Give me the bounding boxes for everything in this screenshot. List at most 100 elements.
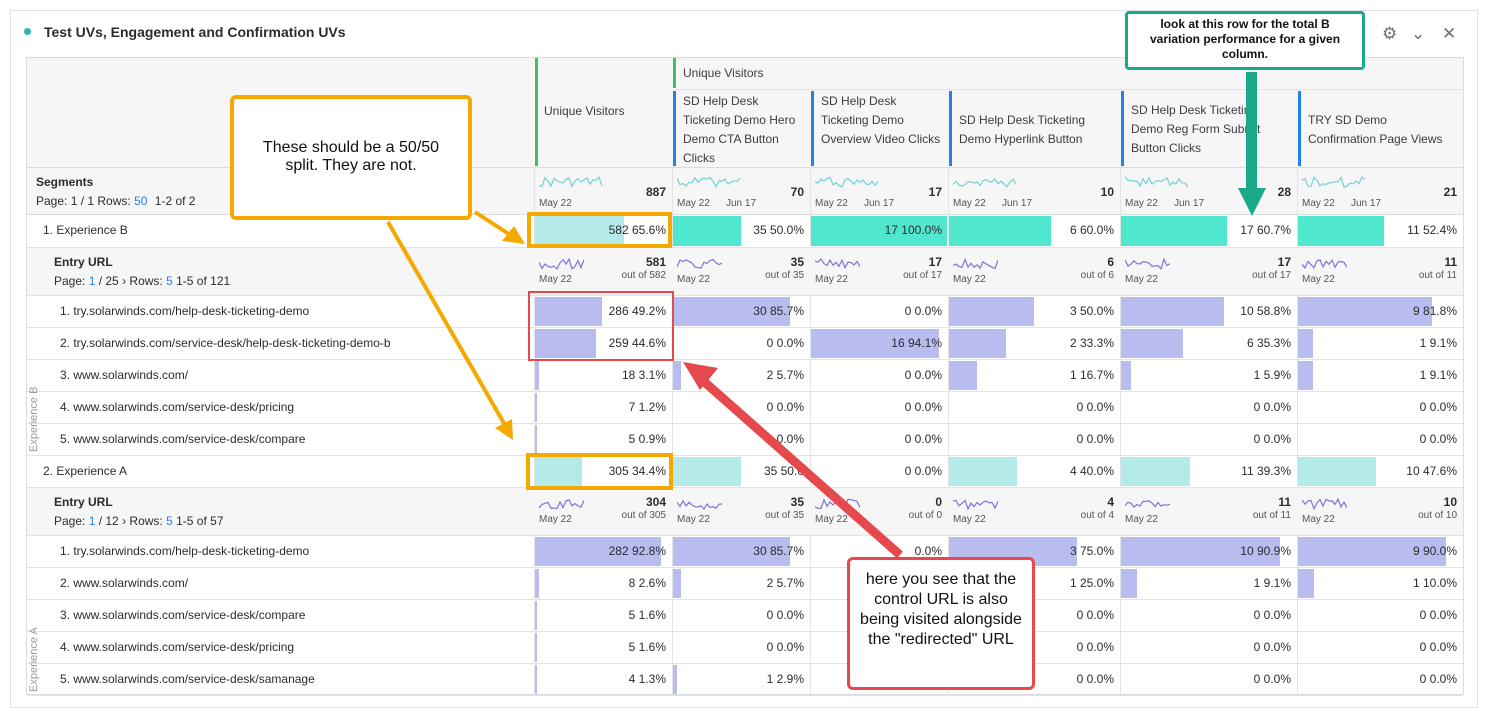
table-row[interactable] (27, 664, 1463, 696)
rows-selector[interactable]: 50 (134, 194, 148, 208)
metric-cell[interactable]: 6 60.0% (1069, 223, 1114, 237)
row-label[interactable]: 1. try.solarwinds.com/help-desk-ticketin… (60, 304, 310, 318)
metric-cell[interactable]: 0 0.0% (1076, 432, 1114, 446)
metric-cell[interactable]: 305 34.4% (608, 464, 666, 478)
metric-cell[interactable]: 2 5.7% (766, 368, 804, 382)
table-row[interactable] (27, 215, 1463, 248)
metric-cell[interactable]: 2 5.7% (766, 576, 804, 590)
metric-cell[interactable]: 0 0.0% (1419, 432, 1457, 446)
table-row[interactable] (27, 328, 1463, 360)
row-label[interactable]: 3. www.solarwinds.com/service-desk/compa… (60, 608, 306, 622)
metric-cell[interactable]: 0 0.0% (904, 400, 942, 414)
column-group-header[interactable]: Unique Visitors (683, 66, 764, 80)
metric-cell[interactable]: 1 9.1% (1253, 576, 1291, 590)
metric-cell[interactable]: 286 49.2% (608, 304, 666, 318)
metric-cell[interactable]: 16 94.1% (891, 336, 942, 350)
metric-cell[interactable]: 4 40.0% (1069, 464, 1114, 478)
metric-cell[interactable]: 1 9.1% (1419, 368, 1457, 382)
metric-cell[interactable]: 10 90.9% (1240, 544, 1291, 558)
table-row[interactable] (27, 632, 1463, 664)
metric-cell[interactable]: 17 60.7% (1240, 223, 1291, 237)
metric-cell[interactable]: 0 0.0% (1253, 432, 1291, 446)
metric-cell[interactable]: 7 1.2% (628, 400, 666, 414)
metric-cell[interactable]: 1 16.7% (1069, 368, 1114, 382)
metric-cell[interactable]: 5 0.9% (628, 432, 666, 446)
metric-cell[interactable]: 1 25.0% (1069, 576, 1114, 590)
column-header-confirmation[interactable]: TRY SD Demo Confirmation Page Views (1308, 113, 1443, 146)
metric-cell[interactable]: 9 81.8% (1412, 304, 1457, 318)
metric-cell[interactable]: 0 0.0% (1419, 640, 1457, 654)
metric-cell[interactable]: 0 0.0% (1076, 672, 1114, 686)
metric-cell[interactable]: 0 0.0% (766, 400, 804, 414)
row-label[interactable]: 2. try.solarwinds.com/service-desk/help-… (60, 336, 391, 350)
table-row[interactable] (27, 568, 1463, 600)
metric-cell[interactable]: 1 2.9% (766, 672, 804, 686)
metric-cell[interactable]: 0 0.0% (904, 432, 942, 446)
metric-cell[interactable]: 0 0.0% (1253, 400, 1291, 414)
metric-cell[interactable]: 0 0.0% (1076, 400, 1114, 414)
row-label[interactable]: 4. www.solarwinds.com/service-desk/prici… (60, 400, 295, 414)
metric-cell[interactable]: 9 90.0% (1412, 544, 1457, 558)
metric-cell[interactable]: 1 9.1% (1419, 336, 1457, 350)
metric-cell[interactable]: 30 85.7% (753, 304, 804, 318)
metric-cell[interactable]: 1 5.9% (1253, 368, 1291, 382)
row-label[interactable]: 5. www.solarwinds.com/service-desk/saman… (60, 672, 315, 686)
metric-cell[interactable]: 30 85.7% (753, 544, 804, 558)
column-header-reg-form[interactable]: SD Help Desk Ticketing Demo Reg Form Sub… (1131, 103, 1261, 155)
metric-cell[interactable]: 4 1.3% (628, 672, 666, 686)
table-row[interactable] (27, 456, 1463, 488)
metric-cell[interactable]: 18 3.1% (621, 368, 666, 382)
table-row[interactable] (27, 424, 1463, 456)
column-header-overview-video[interactable]: SD Help Desk Ticketing Demo Overview Vid… (821, 94, 941, 146)
metric-cell[interactable]: 0 0.0% (766, 608, 804, 622)
metric-cell[interactable]: 2 33.3% (1069, 336, 1114, 350)
table-row[interactable] (27, 536, 1463, 568)
metric-cell[interactable]: 3 50.0% (1069, 304, 1114, 318)
metric-cell[interactable]: 11 39.3% (1241, 464, 1291, 478)
column-header-hero-cta[interactable]: SD Help Desk Ticketing Demo Hero Demo CT… (683, 94, 796, 165)
metric-cell[interactable]: 17 100.0% (884, 223, 942, 237)
gear-icon[interactable]: ⚙ (1382, 24, 1398, 43)
metric-cell[interactable]: 0 0.0% (904, 464, 942, 478)
metric-cell[interactable]: 11 52.4% (1407, 223, 1457, 237)
table-row[interactable] (27, 360, 1463, 392)
metric-cell[interactable]: 0.0% (776, 432, 804, 446)
chevron-down-icon[interactable]: ⌄ (1411, 24, 1426, 43)
metric-cell[interactable]: 1 10.0% (1412, 576, 1457, 590)
metric-cell[interactable]: 0 0.0% (1253, 672, 1291, 686)
metric-cell[interactable]: 0 0.0% (904, 304, 942, 318)
metric-cell[interactable]: 5 1.6% (628, 608, 666, 622)
metric-cell[interactable]: 10 47.6% (1406, 464, 1457, 478)
row-label[interactable]: 5. www.solarwinds.com/service-desk/compa… (60, 432, 306, 446)
metric-cell[interactable]: 0.0% (914, 544, 942, 558)
row-label[interactable]: 3. www.solarwinds.com/ (60, 368, 189, 382)
row-label[interactable]: 2. www.solarwinds.com/ (60, 576, 189, 590)
table-row[interactable] (27, 296, 1463, 328)
metric-cell[interactable]: 10 58.8% (1240, 304, 1291, 318)
metric-cell[interactable]: 0 0.0% (1419, 608, 1457, 622)
metric-cell[interactable]: 0 0.0% (1419, 400, 1457, 414)
metric-cell[interactable]: 282 92.8% (608, 544, 666, 558)
metric-cell[interactable]: 8 2.6% (628, 576, 666, 590)
close-icon[interactable]: ✕ (1442, 24, 1457, 43)
metric-cell[interactable]: 0 0.0% (904, 368, 942, 382)
column-header-unique-visitors[interactable]: Unique Visitors (544, 104, 625, 118)
row-label[interactable]: 1. Experience B (43, 223, 128, 237)
metric-cell[interactable]: 0 0.0% (1253, 640, 1291, 654)
metric-cell[interactable]: 259 44.6% (608, 336, 666, 350)
row-label[interactable]: 2. Experience A (43, 464, 128, 478)
column-header-hyperlink[interactable]: SD Help Desk Ticketing Demo Hyperlink Bu… (959, 113, 1086, 146)
metric-cell[interactable]: 582 65.6% (608, 223, 666, 237)
metric-cell[interactable]: 0 0.0% (766, 640, 804, 654)
row-label[interactable]: 1. try.solarwinds.com/help-desk-ticketin… (60, 544, 310, 558)
metric-cell[interactable]: 35 50.0% (753, 223, 804, 237)
metric-cell[interactable]: 0 0.0% (1253, 608, 1291, 622)
metric-cell[interactable]: 0 0.0% (1076, 640, 1114, 654)
row-label[interactable]: 4. www.solarwinds.com/service-desk/prici… (60, 640, 295, 654)
table-row[interactable] (27, 600, 1463, 632)
metric-cell[interactable]: 0 0.0% (766, 336, 804, 350)
metric-cell[interactable]: 35 50.0 (763, 464, 804, 478)
metric-cell[interactable]: 0 0.0% (1076, 608, 1114, 622)
metric-cell[interactable]: 3 75.0% (1069, 544, 1114, 558)
metric-cell[interactable]: 5 1.6% (628, 640, 666, 654)
